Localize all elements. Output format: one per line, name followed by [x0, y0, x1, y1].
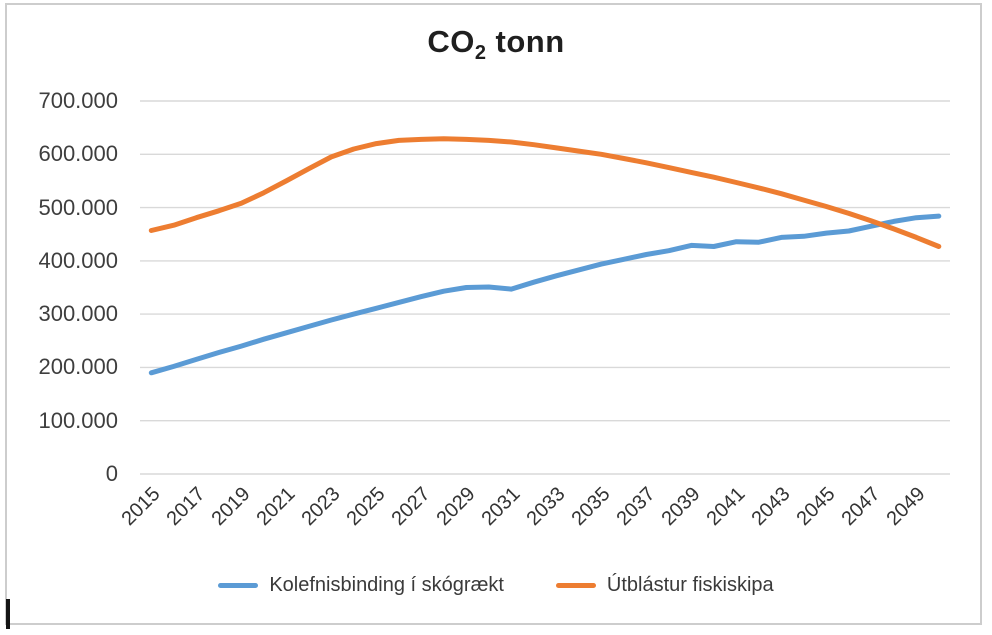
legend-item-kolefnisbinding: Kolefnisbinding í skógrækt — [218, 574, 504, 597]
legend-line-swatch-blue — [218, 583, 259, 588]
legend-item-utblastur: Útblástur fiskiskipa — [555, 574, 774, 597]
y-axis-tick-label: 500.000 — [38, 194, 118, 220]
legend: Kolefnisbinding í skógrækt Útblástur fis… — [0, 574, 992, 597]
chart-title-suffix: tonn — [486, 24, 565, 59]
legend-label: Útblástur fiskiskipa — [606, 574, 774, 596]
y-axis-tick-label: 700.000 — [38, 88, 118, 113]
chart-title-prefix: CO — [427, 24, 475, 59]
y-axis-tick-label: 600.000 — [38, 141, 118, 167]
series-line-utblastur — [148, 136, 942, 249]
y-axis-tick-label: 300.000 — [38, 301, 118, 327]
series-line-kolefnisbinding — [148, 213, 942, 376]
left-edge-marker — [6, 599, 10, 629]
y-axis-tick-label: 200.000 — [38, 354, 118, 380]
chart-title-subscript: 2 — [474, 42, 487, 64]
y-axis-tick-label: 400.000 — [38, 247, 118, 273]
legend-label: Kolefnisbinding í skógrækt — [269, 574, 504, 596]
legend-line-swatch-orange — [555, 583, 596, 588]
y-axis-tick-label: 100.000 — [38, 407, 118, 433]
chart-title: CO2 tonn — [0, 24, 992, 64]
y-axis-tick-label: 0 — [105, 461, 118, 486]
